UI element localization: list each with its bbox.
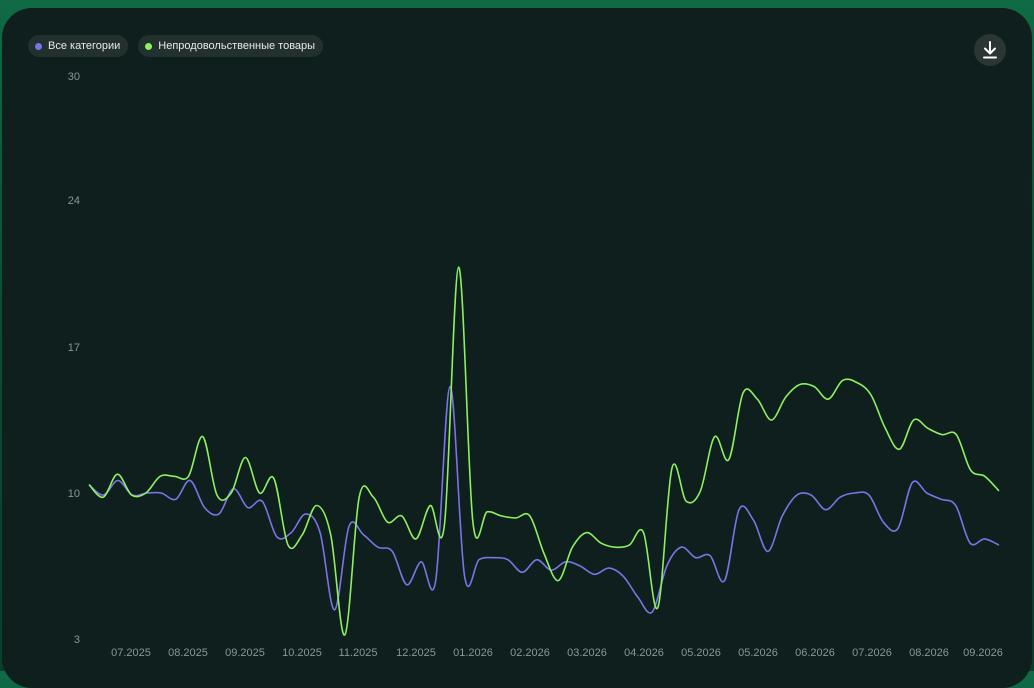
legend-label: Все категории: [48, 40, 121, 52]
y-tick-label: 3: [74, 634, 80, 646]
chart-card: Все категории Непродовольственные товары: [2, 8, 1032, 688]
x-tick-label: 08.2025: [168, 647, 208, 659]
y-tick-label: 10: [68, 488, 80, 500]
x-tick-label: 09.2026: [963, 647, 1003, 659]
x-tick-label: 01.2026: [453, 647, 493, 659]
x-tick-label: 05.2026: [681, 647, 721, 659]
x-tick-label: 03.2026: [567, 647, 607, 659]
x-tick-label: 09.2025: [225, 647, 265, 659]
x-tick-label: 12.2025: [396, 647, 436, 659]
x-tick-label: 07.2026: [852, 647, 892, 659]
legend: Все категории Непродовольственные товары: [28, 35, 324, 57]
x-tick-label: 11.2025: [339, 647, 378, 659]
y-tick-label: 30: [68, 71, 80, 83]
legend-dot-icon: [35, 42, 42, 50]
x-tick-label: 06.2026: [795, 647, 835, 659]
x-tick-label: 10.2025: [282, 647, 322, 659]
legend-item-nonfood[interactable]: Непродовольственные товары: [138, 35, 324, 57]
series-line-nonfood: [88, 266, 1000, 636]
x-tick-label: 04.2026: [624, 647, 664, 659]
legend-item-all-categories[interactable]: Все категории: [28, 35, 129, 57]
download-button[interactable]: [974, 34, 1006, 66]
line-chart: 30 24 17 10 3 07.2025 08.2025 09.2025 10.2025 11.…: [68, 71, 1003, 659]
legend-dot-icon: [145, 42, 153, 50]
x-tick-label: 08.2026: [909, 647, 949, 659]
y-tick-label: 17: [68, 342, 80, 354]
download-icon: [983, 41, 997, 59]
x-tick-label: 02.2026: [510, 647, 550, 659]
y-tick-label: 24: [68, 195, 80, 207]
x-tick-label: 07.2025: [111, 647, 151, 659]
series-line-all-categories: [88, 385, 1000, 614]
x-tick-label: 05.2026: [738, 647, 778, 659]
legend-label: Непродовольственные товары: [158, 40, 316, 52]
